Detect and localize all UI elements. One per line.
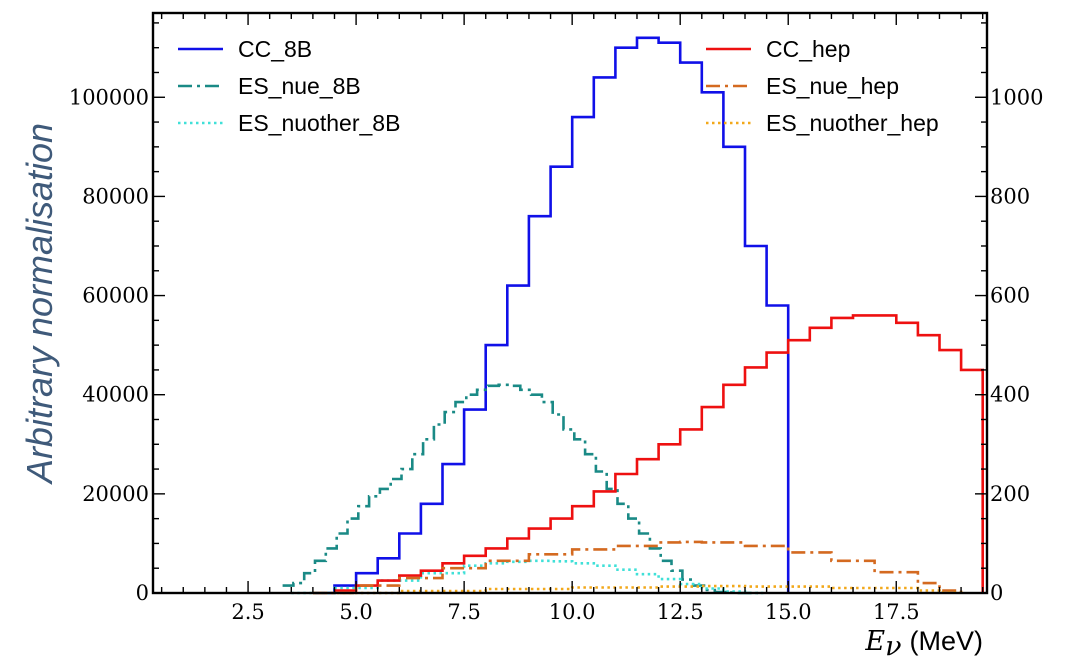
y-axis-label: Arbitrary normalisation — [19, 123, 60, 485]
legend-label-right: ES_nuother_hep — [766, 110, 939, 136]
x-tick-label: 7.5 — [447, 600, 480, 624]
series-line-es-nuother-8b — [291, 559, 767, 595]
x-tick-label: 15.0 — [765, 600, 812, 624]
y-right-tick-label: 400 — [990, 383, 1030, 407]
series-line-cc-hep — [334, 314, 984, 593]
x-tick-label: 2.5 — [231, 600, 264, 624]
legend-label-right: ES_nue_hep — [766, 73, 899, 99]
legend-label-left: ES_nuother_8B — [238, 110, 400, 136]
y-left-tick-label: 0 — [136, 581, 149, 605]
x-tick-label: 12.5 — [657, 600, 704, 624]
y-right-tick-label: 800 — [990, 184, 1030, 208]
series-line-es-nue-hep — [312, 540, 963, 595]
y-left-tick-label: 40000 — [82, 383, 149, 407]
legend-label-right: CC_hep — [766, 36, 850, 62]
y-right-tick-label: 1000 — [990, 85, 1043, 109]
series-line-es-nue-8b — [282, 383, 758, 595]
y-left-tick-label: 80000 — [82, 184, 149, 208]
y-left-tick-label: 20000 — [82, 482, 149, 506]
legend-layer: CC_8B ES_nue_8B ES_nuother_8B CC_hep ES_nue_… — [178, 36, 939, 136]
x-axis-label: Eν (MeV) — [864, 626, 983, 660]
axes-layer: 2.5 5.0 7.5 10.0 12.5 15.0 17.5020000400006000… — [69, 11, 1043, 624]
x-axis-label-subscript: ν — [885, 631, 901, 660]
x-tick-label: 17.5 — [873, 600, 920, 624]
series-line-cc-8b — [312, 36, 790, 595]
x-tick-label: 5.0 — [339, 600, 372, 624]
plot-frame — [151, 11, 989, 595]
x-axis-label-symbol: E — [864, 626, 885, 657]
legend-label-left: CC_8B — [238, 36, 312, 62]
plot-area — [153, 13, 987, 593]
y-left-tick-label: 100000 — [69, 85, 149, 109]
x-axis-label-unit: (MeV) — [910, 626, 984, 656]
x-tick-label: 10.0 — [549, 600, 596, 624]
series-layer — [282, 36, 984, 595]
legend-label-left: ES_nue_8B — [238, 73, 361, 99]
y-right-tick-label: 200 — [990, 482, 1030, 506]
y-right-tick-label: 600 — [990, 284, 1030, 308]
y-right-tick-label: 0 — [990, 581, 1003, 605]
y-left-tick-label: 60000 — [82, 284, 149, 308]
